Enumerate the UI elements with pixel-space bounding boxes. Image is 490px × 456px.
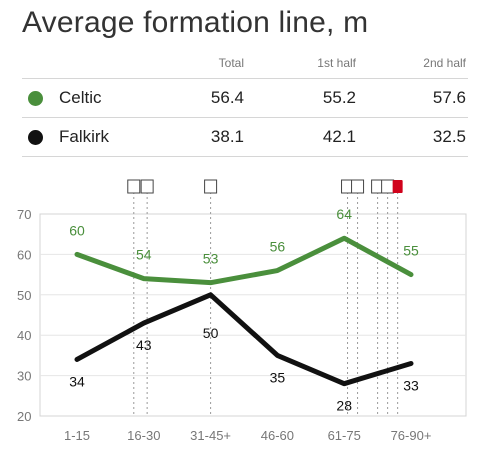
header-total: Total	[218, 56, 244, 70]
celtic-first-half: 55.2	[322, 88, 356, 107]
falkirk-data-label: 34	[69, 373, 85, 389]
celtic-data-label: 54	[136, 247, 152, 263]
substitution-icon	[204, 179, 218, 194]
celtic-data-label: 56	[270, 239, 286, 255]
header-second-half: 2nd half	[423, 56, 466, 70]
x-tick-label: 1-15	[64, 428, 90, 443]
celtic-data-label: 53	[203, 251, 219, 267]
falkirk-data-label: 43	[136, 337, 152, 353]
header-first-half: 1st half	[317, 56, 356, 70]
falkirk-first-half: 42.1	[322, 127, 356, 146]
substitution-icon	[140, 179, 154, 194]
x-tick-label: 76-90+	[391, 428, 432, 443]
x-tick-label: 31-45+	[190, 428, 231, 443]
x-tick-label: 46-60	[261, 428, 294, 443]
substitution-icon	[351, 179, 365, 194]
celtic-total: 56.4	[210, 88, 244, 107]
plot-frame	[39, 213, 467, 417]
celtic-data-label: 64	[336, 206, 352, 222]
team-name-falkirk: Falkirk	[59, 127, 110, 146]
y-tick-label: 70	[17, 207, 31, 222]
falkirk-data-label: 28	[336, 398, 352, 414]
substitution-icon	[127, 179, 141, 194]
chart-title: Average formation line, m	[22, 6, 369, 39]
table-header-row: Total 1st half 2nd half	[22, 52, 468, 79]
formation-line-chart: 20 30 40 50 60 70 1-15 16-30 31-45+ 46-60 61-75 76-…	[17, 179, 467, 443]
celtic-color-dot	[28, 91, 43, 106]
table-row-celtic: Celtic 56.4 55.2 57.6	[22, 79, 468, 118]
falkirk-total: 38.1	[210, 127, 244, 146]
falkirk-second-half: 32.5	[432, 127, 466, 146]
falkirk-data-label: 50	[203, 325, 219, 341]
celtic-second-half: 57.6	[432, 88, 466, 107]
red-card-icon	[392, 180, 403, 193]
y-tick-label: 30	[17, 369, 31, 384]
celtic-series-line	[74, 235, 414, 286]
falkirk-color-dot	[28, 130, 43, 145]
table-row-falkirk: Falkirk 38.1 42.1 32.5	[22, 118, 468, 157]
x-tick-label: 61-75	[328, 428, 361, 443]
y-tick-label: 20	[17, 409, 31, 424]
substitution-icon	[381, 179, 395, 194]
celtic-data-label: 60	[69, 222, 85, 238]
team-name-celtic: Celtic	[59, 88, 102, 107]
y-tick-label: 40	[17, 328, 31, 343]
celtic-data-label: 55	[403, 243, 419, 259]
falkirk-data-label: 33	[403, 377, 419, 393]
summary-table: Total 1st half 2nd half Celtic 56.4 55.2…	[22, 52, 468, 157]
falkirk-series-line	[74, 292, 414, 387]
y-tick-label: 50	[17, 288, 31, 303]
falkirk-data-label: 35	[270, 369, 286, 385]
y-tick-label: 60	[17, 247, 31, 262]
x-tick-label: 16-30	[127, 428, 160, 443]
